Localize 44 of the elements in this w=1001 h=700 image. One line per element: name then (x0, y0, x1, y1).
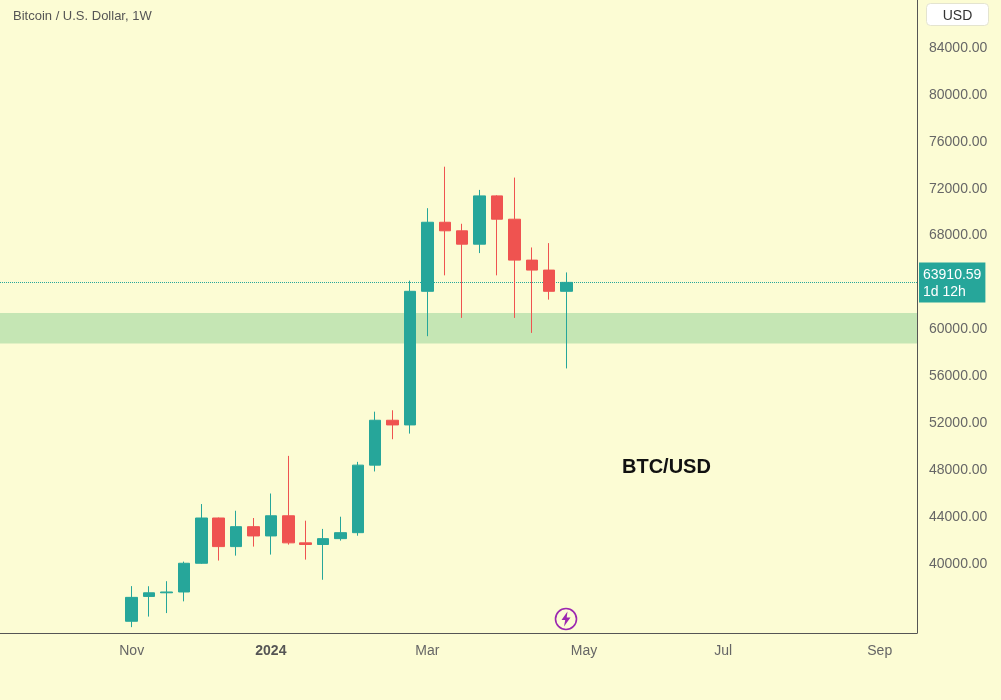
candlestick (526, 246, 538, 334)
candlestick (230, 510, 242, 557)
candlestick (508, 177, 521, 319)
candlestick (195, 503, 208, 565)
annotation: BTC/USD (622, 455, 711, 477)
y-tick-label: 44000.00 (929, 507, 988, 524)
y-axis-title: USD (942, 6, 973, 23)
x-tick-label: Mar (415, 642, 440, 658)
y-tick-label: 56000.00 (929, 367, 988, 384)
candlestick (247, 517, 260, 548)
y-tick-label: 76000.00 (929, 132, 988, 149)
x-tick-label: Nov (119, 642, 145, 658)
candlestick (386, 409, 399, 440)
y-tick-label: 48000.00 (929, 460, 988, 477)
candlestick (317, 528, 329, 581)
candlestick (352, 461, 364, 537)
y-tick-label: 52000.00 (929, 414, 988, 430)
candlestick (178, 561, 190, 602)
y-tick-label: 68000.00 (929, 226, 988, 243)
candlestick (439, 166, 451, 276)
candlestick (334, 516, 347, 542)
x-tick-label: Sep (867, 642, 893, 658)
candlestick (299, 520, 312, 561)
y-tick-label: 84000.00 (929, 38, 988, 55)
ref-line-label: 63910.59 1d 12h (923, 265, 982, 299)
x-tick-label: May (570, 642, 598, 658)
x-tick-label: Jul (714, 642, 733, 658)
text: Bitcoin / U.S. Dollar, 1W (13, 8, 153, 23)
y-tick-label: 80000.00 (929, 85, 988, 102)
candlestick (369, 411, 381, 472)
candlestick (491, 194, 503, 276)
candlestick (456, 223, 468, 319)
y-tick-label: 72000.00 (929, 179, 988, 196)
candlestick (125, 585, 138, 628)
candlestick (160, 580, 173, 614)
candlestick (543, 242, 555, 301)
x-tick-label: 2024 (255, 642, 287, 658)
candlestick (265, 493, 277, 556)
candlestick (473, 189, 486, 254)
candlestick (282, 455, 295, 546)
y-tick-label: 40000.00 (929, 554, 988, 571)
candlestick (212, 517, 225, 562)
candlestick (143, 585, 155, 618)
y-tick-label: 60000.00 (929, 320, 988, 337)
